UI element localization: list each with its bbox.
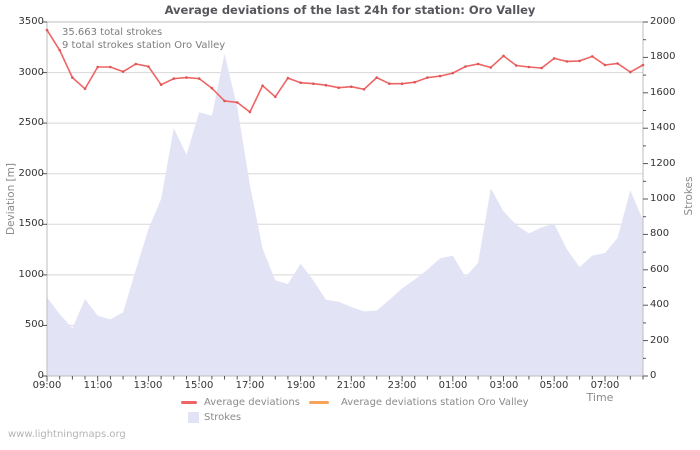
x-tick-label: 01:00 [438,380,468,391]
y-axis-left-title: Deviation [m] [5,163,17,235]
legend-swatch-strokes [188,412,199,423]
y-left-tick-label: 2000 [18,168,44,179]
x-tick-label: 05:00 [539,380,569,391]
x-tick-label: 11:00 [83,380,113,391]
y-right-tick-label: 1600 [650,87,676,98]
legend-label-strokes: Strokes [204,412,242,423]
legend-swatch-average-deviations-station [309,401,329,404]
y-left-tick-label: 0 [37,370,44,381]
y-left-tick-label: 2500 [18,117,44,128]
y-left-tick-label: 1500 [18,218,44,229]
x-tick-label: 23:00 [387,380,417,391]
x-tick-label: 03:00 [489,380,519,391]
legend-label-average-deviations: Average deviations [204,397,300,408]
y-right-tick-label: 800 [650,228,670,239]
total-strokes-annotation: 35.663 total strokes [62,27,163,38]
y-right-tick-label: 200 [650,335,670,346]
legend-swatch-average-deviations [181,401,197,404]
station-strokes-annotation: 9 total strokes station Oro Valley [62,40,226,51]
x-tick-label: 19:00 [286,380,316,391]
y-right-tick-label: 600 [650,264,670,275]
watermark: www.lightningmaps.org [8,429,126,440]
y-left-tick-label: 3500 [18,16,44,27]
y-axis-right-title: Strokes [683,176,695,216]
x-tick-label: 09:00 [32,380,62,391]
y-right-tick-label: 1400 [650,122,676,133]
x-axis-title: Time [586,391,614,404]
y-right-tick-label: 400 [650,299,670,310]
y-right-tick-label: 1800 [650,51,676,62]
x-tick-label: 17:00 [235,380,265,391]
y-left-tick-label: 500 [24,319,44,330]
chart-title: Average deviations of the last 24h for s… [164,3,536,17]
y-right-tick-label: 1200 [650,158,676,169]
legend-label-average-deviations-station: Average deviations station Oro Valley [341,397,529,408]
y-right-tick-label: 0 [650,370,657,381]
x-tick-label: 07:00 [590,380,620,391]
y-right-tick-label: 2000 [650,16,676,27]
x-tick-label: 13:00 [133,380,163,391]
x-tick-label: 21:00 [336,380,366,391]
x-tick-label: 15:00 [184,380,214,391]
y-left-tick-label: 1000 [18,269,44,280]
y-left-tick-label: 3000 [18,67,44,78]
y-right-tick-label: 1000 [650,193,676,204]
